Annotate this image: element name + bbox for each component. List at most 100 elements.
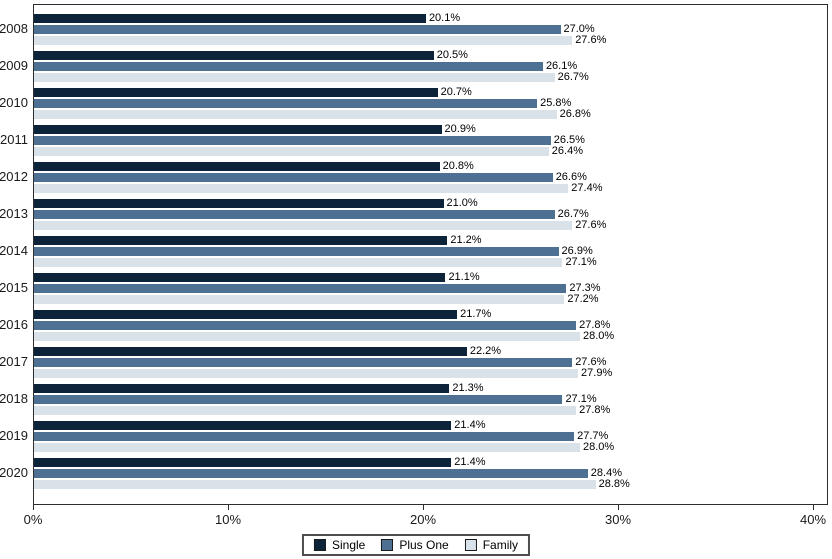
bar-family [34, 406, 577, 415]
year-group: 2010 20.7% 25.8% 26.8% [0, 87, 827, 120]
year-group: 2011 20.9% 26.5% 26.4% [0, 123, 827, 157]
legend: Single Plus One Family [301, 534, 531, 556]
year-group: 2016 21.7% 27.8% 28.0% [0, 309, 827, 342]
bar-row: 21.4% [34, 456, 827, 468]
year-label: 2011 [0, 132, 28, 147]
bar-value-label: 27.2% [567, 293, 599, 305]
year-label: 2009 [0, 58, 28, 73]
bar-family [34, 184, 569, 193]
bar-single [34, 347, 467, 356]
bar-row: 27.9% [34, 368, 827, 379]
bar-value-label: 27.3% [569, 282, 601, 294]
year-label: 2013 [0, 206, 28, 221]
bar-value-label: 25.8% [540, 97, 572, 109]
year-label: 2018 [0, 391, 28, 406]
x-tick-mark [33, 505, 34, 510]
bar-row: 26.7% [34, 208, 827, 220]
year-label: 2020 [0, 465, 28, 480]
bar-value-label: 27.6% [575, 219, 607, 231]
bar-value-label: 26.7% [557, 71, 589, 83]
x-tick-label: 30% [604, 512, 632, 527]
bar-plus-one [34, 25, 561, 34]
bar-row: 27.6% [34, 219, 827, 231]
bar-plus-one [34, 432, 575, 441]
bar-row: 21.2% [34, 234, 827, 246]
bar-family [34, 295, 565, 304]
bar-value-label: 21.1% [448, 271, 480, 283]
legend-item: Plus One [381, 538, 449, 552]
bar-plus-one [34, 210, 555, 219]
bar-value-label: 21.3% [452, 382, 484, 394]
bar-row: 20.7% [34, 87, 827, 98]
year-group: 2008 20.1% 27.0% 27.6% [0, 13, 827, 46]
bar-row: 27.0% [34, 24, 827, 35]
bar-value-label: 27.7% [577, 430, 609, 442]
year-label: 2017 [0, 354, 28, 369]
bar-row: 27.6% [34, 356, 827, 368]
bar-row: 27.6% [34, 35, 827, 46]
bar-value-label: 27.6% [575, 356, 607, 368]
legend-label: Family [482, 538, 519, 552]
bar-row: 21.7% [34, 309, 827, 320]
bar-row: 26.6% [34, 171, 827, 183]
legend-swatch-icon [464, 539, 477, 551]
year-label: 2010 [0, 95, 28, 110]
bar-single [34, 421, 452, 430]
year-group: 2018 21.3% 27.1% 27.8% [0, 382, 827, 416]
bar-family [34, 443, 580, 452]
bar-row: 27.3% [34, 282, 827, 294]
bar-row: 28.0% [34, 441, 827, 453]
legend-label: Single [331, 538, 366, 552]
bar-single [34, 14, 426, 23]
bar-row: 28.8% [34, 478, 827, 490]
year-label: 2012 [0, 169, 28, 184]
bar-value-label: 21.0% [446, 197, 478, 209]
bar-value-label: 27.1% [565, 393, 597, 405]
bar-plus-one [34, 284, 567, 293]
bar-plus-one [34, 99, 538, 108]
bar-value-label: 21.4% [454, 419, 486, 431]
bar-value-label: 26.4% [551, 145, 583, 157]
bar-family [34, 36, 573, 45]
bar-plus-one [34, 173, 553, 182]
bar-row: 26.7% [34, 71, 827, 83]
bar-value-label: 26.9% [561, 245, 593, 257]
bar-row: 21.3% [34, 382, 827, 394]
year-label: 2016 [0, 317, 28, 332]
bar-value-label: 28.0% [583, 441, 615, 453]
bar-row: 26.8% [34, 109, 827, 120]
bar-row: 26.5% [34, 135, 827, 146]
bar-value-label: 27.8% [579, 319, 611, 331]
bar-value-label: 20.5% [436, 49, 468, 61]
year-group: 2015 21.1% 27.3% 27.2% [0, 271, 827, 305]
bar-family [34, 480, 596, 489]
bar-family [34, 221, 573, 230]
bar-value-label: 21.4% [454, 456, 486, 468]
year-group: 2019 21.4% 27.7% 28.0% [0, 419, 827, 453]
bar-family [34, 369, 579, 378]
bar-value-label: 28.8% [598, 478, 630, 490]
bar-value-label: 28.4% [590, 467, 622, 479]
bar-plus-one [34, 469, 588, 478]
bar-row: 27.1% [34, 257, 827, 268]
year-group: 2017 22.2% 27.6% 27.9% [0, 346, 827, 379]
bar-family [34, 110, 557, 119]
bar-plus-one [34, 321, 577, 330]
bar-row: 27.2% [34, 293, 827, 305]
bar-value-label: 20.9% [444, 123, 476, 135]
bar-row: 21.4% [34, 419, 827, 431]
legend-swatch-icon [313, 539, 326, 551]
bar-value-label: 27.8% [579, 404, 611, 416]
bar-value-label: 21.2% [450, 234, 482, 246]
bar-value-label: 26.6% [555, 171, 587, 183]
bar-plus-one [34, 136, 551, 145]
bar-single [34, 384, 450, 393]
bar-plus-one [34, 358, 573, 367]
bar-row: 26.1% [34, 61, 827, 72]
x-tick-mark [228, 505, 229, 510]
bar-row: 27.8% [34, 319, 827, 331]
bar-single [34, 310, 458, 319]
legend-item: Single [313, 538, 366, 552]
bar-value-label: 26.7% [557, 208, 589, 220]
